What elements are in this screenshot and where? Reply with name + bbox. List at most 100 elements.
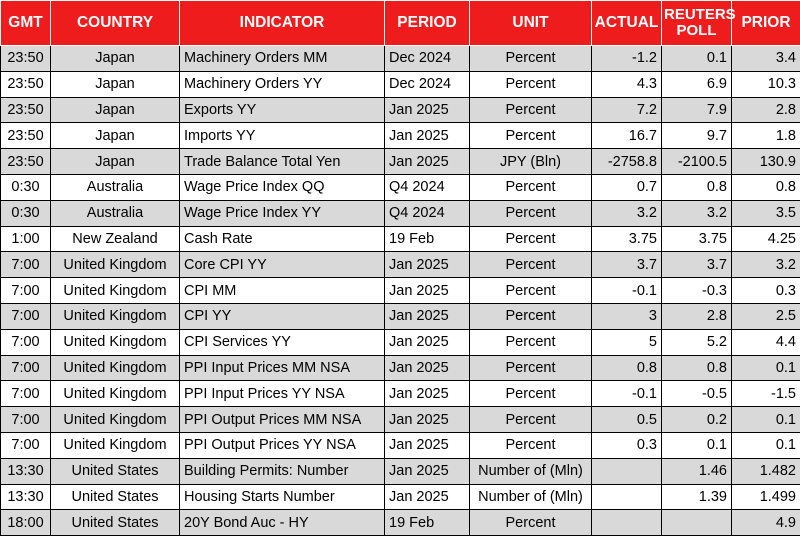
cell-period: Q4 2024: [385, 200, 470, 226]
cell-country: Japan: [51, 46, 180, 72]
cell-period: Jan 2025: [385, 252, 470, 278]
cell-prior: 4.4: [732, 329, 800, 355]
cell-indicator: PPI Output Prices YY NSA: [180, 432, 385, 458]
cell-period: Jan 2025: [385, 381, 470, 407]
cell-actual: [592, 458, 662, 484]
cell-country: United Kingdom: [51, 432, 180, 458]
cell-country: United Kingdom: [51, 278, 180, 304]
col-header-gmt: GMT: [1, 1, 51, 46]
cell-unit: Percent: [470, 200, 592, 226]
cell-indicator: Building Permits: Number: [180, 458, 385, 484]
cell-reuters-poll: 7.9: [662, 97, 732, 123]
cell-indicator: CPI YY: [180, 303, 385, 329]
cell-reuters-poll: 3.7: [662, 252, 732, 278]
cell-gmt: 7:00: [1, 329, 51, 355]
cell-indicator: PPI Output Prices MM NSA: [180, 407, 385, 433]
col-header-country: COUNTRY: [51, 1, 180, 46]
cell-country: United States: [51, 458, 180, 484]
cell-unit: Percent: [470, 355, 592, 381]
cell-country: Japan: [51, 149, 180, 175]
cell-prior: 2.5: [732, 303, 800, 329]
cell-period: Jan 2025: [385, 329, 470, 355]
cell-prior: 0.8: [732, 174, 800, 200]
cell-prior: 130.9: [732, 149, 800, 175]
cell-unit: Percent: [470, 278, 592, 304]
cell-unit: Percent: [470, 123, 592, 149]
cell-indicator: Wage Price Index YY: [180, 200, 385, 226]
cell-indicator: Wage Price Index QQ: [180, 174, 385, 200]
cell-period: 19 Feb: [385, 226, 470, 252]
cell-actual: 3.75: [592, 226, 662, 252]
cell-reuters-poll: 0.1: [662, 46, 732, 72]
cell-unit: Percent: [470, 432, 592, 458]
col-header-prior: PRIOR: [732, 1, 800, 46]
cell-actual: 0.3: [592, 432, 662, 458]
col-header-actual: ACTUAL: [592, 1, 662, 46]
cell-country: Japan: [51, 97, 180, 123]
cell-unit: Percent: [470, 252, 592, 278]
cell-actual: -2758.8: [592, 149, 662, 175]
cell-actual: 4.3: [592, 71, 662, 97]
cell-reuters-poll: 0.2: [662, 407, 732, 433]
cell-indicator: CPI MM: [180, 278, 385, 304]
cell-reuters-poll: 5.2: [662, 329, 732, 355]
cell-reuters-poll: 2.8: [662, 303, 732, 329]
cell-prior: 1.482: [732, 458, 800, 484]
cell-unit: Percent: [470, 303, 592, 329]
col-header-indicator: INDICATOR: [180, 1, 385, 46]
cell-actual: 3.7: [592, 252, 662, 278]
cell-reuters-poll: [662, 510, 732, 536]
cell-reuters-poll: 1.39: [662, 484, 732, 510]
cell-gmt: 1:00: [1, 226, 51, 252]
cell-prior: 3.4: [732, 46, 800, 72]
cell-prior: 10.3: [732, 71, 800, 97]
cell-indicator: Trade Balance Total Yen: [180, 149, 385, 175]
cell-period: Dec 2024: [385, 71, 470, 97]
cell-unit: Percent: [470, 174, 592, 200]
cell-prior: 2.8: [732, 97, 800, 123]
col-header-unit: UNIT: [470, 1, 592, 46]
cell-unit: Number of (Mln): [470, 458, 592, 484]
cell-period: Jan 2025: [385, 458, 470, 484]
cell-actual: 0.8: [592, 355, 662, 381]
cell-reuters-poll: 3.75: [662, 226, 732, 252]
cell-period: Jan 2025: [385, 149, 470, 175]
cell-reuters-poll: 3.2: [662, 200, 732, 226]
header-row: GMT COUNTRY INDICATOR PERIOD UNIT ACTUAL…: [1, 1, 800, 46]
cell-reuters-poll: 6.9: [662, 71, 732, 97]
cell-reuters-poll: 9.7: [662, 123, 732, 149]
cell-indicator: CPI Services YY: [180, 329, 385, 355]
cell-prior: -1.5: [732, 381, 800, 407]
cell-actual: -0.1: [592, 381, 662, 407]
cell-unit: Percent: [470, 381, 592, 407]
cell-period: Jan 2025: [385, 303, 470, 329]
cell-prior: 3.5: [732, 200, 800, 226]
cell-reuters-poll: 0.8: [662, 174, 732, 200]
cell-prior: 4.9: [732, 510, 800, 536]
cell-period: Jan 2025: [385, 123, 470, 149]
cell-indicator: Housing Starts Number: [180, 484, 385, 510]
cell-country: Japan: [51, 123, 180, 149]
cell-reuters-poll: -0.5: [662, 381, 732, 407]
cell-reuters-poll: 0.8: [662, 355, 732, 381]
cell-unit: Percent: [470, 226, 592, 252]
cell-gmt: 13:30: [1, 484, 51, 510]
cell-country: United States: [51, 484, 180, 510]
cell-indicator: 20Y Bond Auc - HY: [180, 510, 385, 536]
cell-indicator: Machinery Orders MM: [180, 46, 385, 72]
cell-actual: -1.2: [592, 46, 662, 72]
cell-period: Jan 2025: [385, 355, 470, 381]
